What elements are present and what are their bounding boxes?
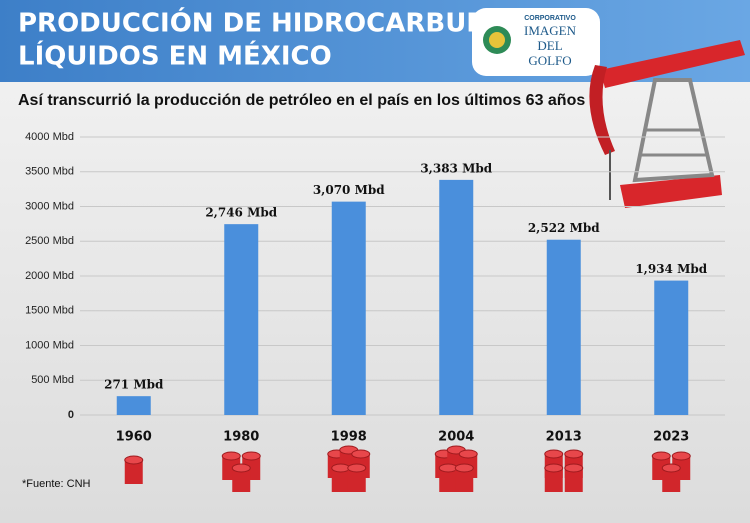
barrel-top <box>671 451 691 461</box>
barrel <box>455 468 474 492</box>
value-label: 2,746 Mbd <box>205 206 277 220</box>
value-label: 2,522 Mbd <box>528 221 600 235</box>
barrel <box>662 468 681 492</box>
barrel-top <box>661 463 681 473</box>
logo-text: GOLFO <box>528 53 571 68</box>
subtitle: Así transcurrió la producción de petróle… <box>18 92 585 109</box>
barrel-top <box>331 463 351 473</box>
source: *Fuente: CNH <box>22 478 91 490</box>
barrel-top <box>351 449 371 459</box>
x-tick-label: 2023 <box>653 430 689 445</box>
y-tick-label: 3500 Mbd <box>25 166 74 178</box>
value-label: 271 Mbd <box>104 378 164 392</box>
barrel-top <box>458 449 478 459</box>
barrel-top <box>124 455 144 465</box>
pump-jack <box>589 40 745 208</box>
y-tick-label: 3000 Mbd <box>25 200 74 212</box>
x-tick-label: 1960 <box>116 430 152 445</box>
y-tick-label: 500 Mbd <box>31 374 74 386</box>
y-tick-label: 2500 Mbd <box>25 235 74 247</box>
bar <box>654 280 689 415</box>
barrel-top <box>564 449 584 459</box>
y-tick-label: 2000 Mbd <box>25 270 74 282</box>
logo-text: CORPORATIVO <box>524 15 576 22</box>
x-tick-label: 1980 <box>223 430 259 445</box>
title: LÍQUIDOS EN MÉXICO <box>18 40 332 72</box>
logo-text: DEL <box>537 38 562 53</box>
y-tick-label: 1000 Mbd <box>25 339 74 351</box>
value-label: 3,383 Mbd <box>420 161 492 175</box>
barrel-top <box>454 463 474 473</box>
barrel-top <box>241 451 261 461</box>
barrel <box>124 460 143 484</box>
bar <box>439 179 474 415</box>
x-tick-label: 2013 <box>546 430 582 445</box>
x-tick-label: 1998 <box>331 430 367 445</box>
pump-base <box>620 175 722 208</box>
barrel-top <box>221 451 241 461</box>
value-label: 3,070 Mbd <box>313 183 385 197</box>
barrel <box>544 468 563 492</box>
logo-text: IMAGEN <box>524 23 577 38</box>
y-tick-label: 4000 Mbd <box>25 131 74 143</box>
barrel <box>347 468 366 492</box>
title: PRODUCCIÓN DE HIDROCARBUROS <box>18 7 527 39</box>
barrel-top <box>651 451 671 461</box>
barrel-top <box>544 449 564 459</box>
bar <box>224 224 259 415</box>
barrel-top <box>544 463 564 473</box>
barrel-top <box>438 463 458 473</box>
bar <box>116 396 151 415</box>
y-tick-label: 1500 Mbd <box>25 305 74 317</box>
pump-tower <box>632 78 715 183</box>
y-tick-label: 0 <box>68 409 74 421</box>
value-label: 1,934 Mbd <box>635 262 707 276</box>
barrel <box>564 468 583 492</box>
barrel-top <box>231 463 251 473</box>
barrel-top <box>347 463 367 473</box>
barrel-top <box>564 463 584 473</box>
logo: CORPORATIVO IMAGEN DEL GOLFO <box>472 8 600 76</box>
barrel <box>232 468 251 492</box>
bar <box>546 239 581 415</box>
bar <box>331 201 366 415</box>
barrel <box>331 468 350 492</box>
pump-head <box>589 65 615 155</box>
barrel <box>439 468 458 492</box>
logo-box <box>472 8 600 76</box>
logo-icon <box>489 32 505 48</box>
x-tick-label: 2004 <box>438 430 474 445</box>
pump-beam <box>600 40 745 88</box>
